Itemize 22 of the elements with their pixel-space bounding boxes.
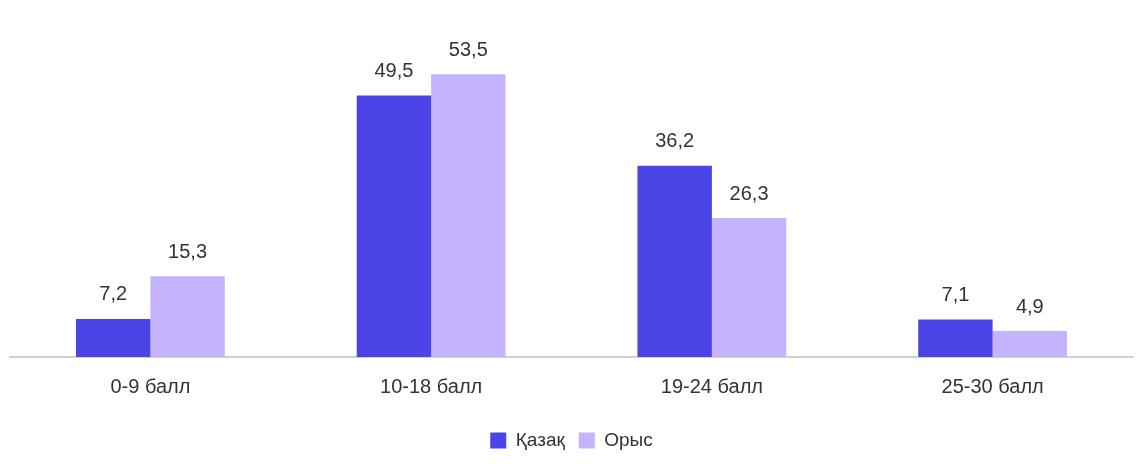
x-tick-label: 25-30 балл (941, 374, 1044, 397)
data-label: 36,2 (655, 129, 695, 152)
data-label: 4,9 (1015, 294, 1044, 317)
bar (356, 95, 432, 357)
bar (992, 331, 1068, 357)
legend-label: Орыс (604, 428, 653, 450)
x-tick-label: 0-9 балл (110, 374, 191, 397)
bar (431, 74, 506, 357)
data-label: 7,1 (941, 283, 970, 305)
x-tick-label: 10-18 балл (380, 374, 483, 397)
bar (150, 276, 225, 357)
legend-label: Қазақ (515, 428, 566, 450)
bar (711, 218, 787, 357)
bar (75, 318, 151, 357)
bar (637, 165, 712, 357)
data-label: 26,3 (729, 181, 769, 204)
data-label: 49,5 (374, 58, 414, 81)
data-label: 15,3 (168, 239, 208, 262)
x-tick-label: 19-24 балл (660, 374, 763, 397)
bar (918, 319, 993, 357)
data-label: 7,2 (99, 282, 128, 305)
data-label: 53,5 (448, 37, 488, 60)
